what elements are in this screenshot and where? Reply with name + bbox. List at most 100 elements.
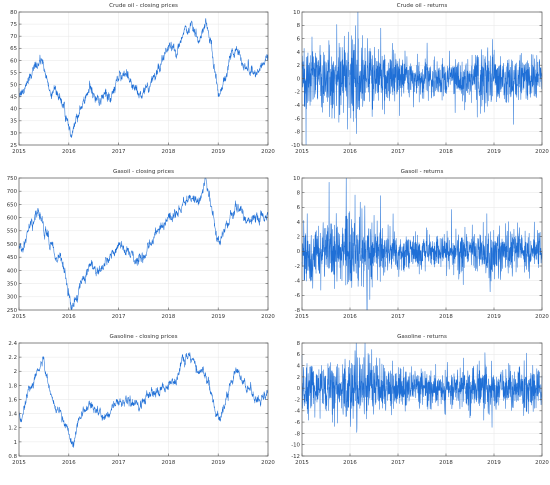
- chart-1-ytick-label-5: 50: [10, 82, 17, 88]
- chart-5-xtick-label-5: 2020: [261, 460, 275, 466]
- chart-2-xtick-label-1: 2016: [343, 149, 357, 155]
- chart-6-series-line: [301, 342, 543, 433]
- chart-2-ytick-label-2: -6: [295, 116, 301, 122]
- chart-5-series-line: [18, 352, 269, 448]
- chart-6-ytick-label-3: -6: [295, 420, 301, 426]
- chart-6-xtick-label-3: 2018: [439, 460, 453, 466]
- chart-1-xtick-label-4: 2019: [211, 149, 225, 155]
- chart-4-xtick-label-0: 2015: [295, 314, 309, 320]
- chart-2-ytick-label-8: 6: [297, 37, 301, 43]
- chart-5-xtick-label-3: 2018: [162, 460, 176, 466]
- chart-2-xtick-label-0: 2015: [295, 149, 309, 155]
- chart-6-ytick-label-0: -12: [291, 454, 300, 460]
- chart-2-ytick-label-3: -4: [295, 103, 301, 109]
- chart-3-ytick-label-8: 650: [7, 202, 18, 208]
- chart-2-ytick-label-7: 4: [297, 50, 301, 56]
- chart-1-ytick-label-11: 80: [10, 10, 17, 16]
- chart-1-xtick-label-1: 2016: [62, 149, 76, 155]
- chart-1-ytick-label-0: 25: [10, 143, 17, 149]
- chart-4-ytick-label-7: 6: [297, 205, 301, 211]
- chart-3-ytick-label-10: 750: [7, 176, 18, 182]
- chart-4-xtick-label-3: 2018: [439, 314, 453, 320]
- chart-3-ytick-label-6: 550: [7, 229, 18, 235]
- chart-5-ytick-label-5: 1.8: [8, 383, 17, 389]
- chart-2: Crude oil - returns -10 -8 -6 -4 -2 0 2 4 6 8 10 201…: [291, 3, 549, 155]
- chart-1-frame: [18, 11, 269, 146]
- chart-5-ytick-label-0: 0.8: [8, 454, 17, 460]
- chart-5-xtick-label-4: 2019: [211, 460, 225, 466]
- chart-3-xtick-label-4: 2019: [211, 314, 225, 320]
- chart-4-series-line: [301, 177, 543, 311]
- chart-6-title: Gasoline - returns: [397, 334, 447, 340]
- chart-1-ytick-label-1: 30: [10, 131, 17, 137]
- chart-4-xtick-label-4: 2019: [487, 314, 501, 320]
- chart-1-title: Crude oil - closing prices: [109, 3, 178, 9]
- chart-2-xtick-label-5: 2020: [535, 149, 549, 155]
- chart-6-xtick-label-4: 2019: [487, 460, 501, 466]
- chart-1-ytick-label-8: 65: [10, 46, 17, 52]
- chart-5-xtick-label-0: 2015: [12, 460, 26, 466]
- chart-6-ytick-label-2: -8: [295, 431, 301, 437]
- chart-4-xtick-label-2: 2017: [391, 314, 405, 320]
- chart-4-ytick-label-0: -8: [295, 308, 301, 314]
- chart-4-xtick-label-5: 2020: [535, 314, 549, 320]
- chart-6-xtick-label-2: 2017: [391, 460, 405, 466]
- chart-5-xtick-label-2: 2017: [112, 460, 126, 466]
- chart-3-ytick-label-0: 250: [7, 308, 18, 314]
- chart-3: Gasoil - closing prices 250 300 350 400 450 50…: [7, 169, 276, 320]
- chart-5-ytick-label-6: 2: [14, 369, 17, 375]
- chart-3-ytick-label-4: 450: [7, 255, 18, 261]
- chart-4-title: Gasoil - returns: [401, 169, 444, 175]
- chart-3-series-line: [18, 177, 269, 310]
- chart-4-ytick-label-4: 0: [297, 249, 301, 255]
- chart-2-ytick-label-4: -2: [295, 90, 300, 96]
- chart-3-xtick-label-2: 2017: [112, 314, 126, 320]
- chart-4-ytick-label-6: 4: [297, 220, 301, 226]
- chart-1-ytick-label-9: 70: [10, 34, 17, 40]
- chart-2-ytick-label-9: 8: [297, 23, 301, 29]
- chart-6-ytick-label-9: 6: [297, 352, 301, 358]
- chart-1-xtick-label-3: 2018: [162, 149, 176, 155]
- chart-4-ytick-label-1: -6: [295, 293, 301, 299]
- chart-6-ytick-label-5: -2: [295, 397, 300, 403]
- chart-1-ytick-label-7: 60: [10, 58, 17, 64]
- chart-5-ytick-label-1: 1: [14, 440, 17, 446]
- chart-3-ytick-label-3: 400: [7, 268, 18, 274]
- chart-4: Gasoil - returns -8 -6 -4 -2 0 2 4 6 8 10 2015 2016 2…: [293, 169, 549, 320]
- chart-5-title: Gasoline - closing prices: [110, 334, 178, 340]
- chart-1: Crude oil - closing prices 25 30 35 40 45 50 55…: [10, 3, 275, 155]
- chart-2-xtick-label-4: 2019: [487, 149, 501, 155]
- chart-1-ytick-label-6: 55: [10, 70, 17, 76]
- chart-6-ytick-label-6: 0: [297, 386, 301, 392]
- chart-3-ytick-label-1: 300: [7, 295, 18, 301]
- chart-3-xtick-label-5: 2020: [261, 314, 275, 320]
- chart-5-ytick-label-3: 1.4: [8, 412, 17, 418]
- chart-1-ytick-label-10: 75: [10, 22, 17, 28]
- chart-3-ytick-label-9: 700: [7, 189, 18, 195]
- chart-4-frame: [301, 177, 543, 311]
- chart-1-ytick-label-2: 35: [10, 119, 17, 125]
- chart-3-xtick-label-3: 2018: [162, 314, 176, 320]
- chart-6-ytick-label-7: 2: [297, 375, 300, 381]
- chart-5-ytick-label-7: 2.2: [8, 355, 17, 361]
- chart-2-title: Crude oil - returns: [397, 3, 448, 9]
- chart-3-ytick-label-2: 350: [7, 282, 18, 288]
- chart-2-series-line: [301, 11, 543, 146]
- chart-2-xtick-label-2: 2017: [391, 149, 405, 155]
- chart-3-ytick-label-7: 600: [7, 216, 18, 222]
- chart-2-ytick-label-6: 2: [297, 63, 300, 69]
- chart-1-ytick-label-4: 45: [10, 95, 17, 101]
- chart-5-ytick-label-8: 2.4: [8, 341, 17, 347]
- chart-6-ytick-label-10: 8: [297, 341, 301, 347]
- chart-2-ytick-label-5: 0: [297, 76, 301, 82]
- chart-2-ytick-label-10: 10: [293, 10, 300, 16]
- chart-4-xtick-label-1: 2016: [343, 314, 357, 320]
- chart-6: Gasoline - returns -12 -10 -8 -6 -4 -2 0 2 4 6 8 201…: [291, 334, 549, 466]
- chart-2-ytick-label-0: -10: [291, 143, 300, 149]
- chart-4-ytick-label-5: 2: [297, 235, 300, 241]
- chart-1-xtick-label-2: 2017: [112, 149, 126, 155]
- chart-3-xtick-label-1: 2016: [62, 314, 76, 320]
- chart-1-series-line: [18, 18, 269, 138]
- chart-4-ytick-label-9: 10: [293, 176, 300, 182]
